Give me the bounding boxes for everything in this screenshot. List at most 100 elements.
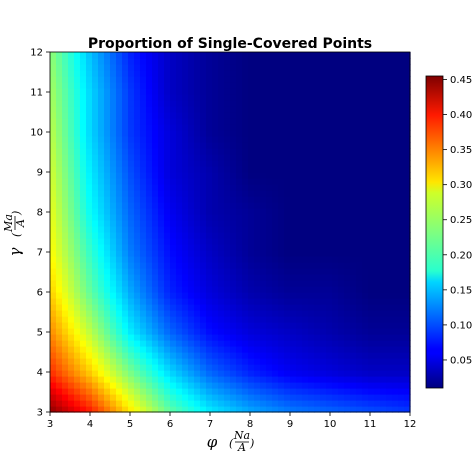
heatmap-cell <box>74 52 81 59</box>
heatmap-cell <box>314 196 321 203</box>
heatmap-cell <box>260 298 267 305</box>
heatmap-cell <box>170 52 177 59</box>
heatmap-cell <box>350 220 357 227</box>
heatmap-cell <box>362 94 369 101</box>
heatmap-cell <box>362 286 369 293</box>
heatmap-cell <box>224 82 231 89</box>
heatmap-cell <box>62 208 69 215</box>
heatmap-cell <box>62 232 69 239</box>
heatmap-cell <box>200 250 207 257</box>
heatmap-cell <box>98 232 105 239</box>
heatmap-cell <box>362 142 369 149</box>
heatmap-cell <box>182 310 189 317</box>
heatmap-cell <box>386 184 393 191</box>
heatmap-cell <box>248 58 255 65</box>
heatmap-cell <box>260 52 267 59</box>
heatmap-cell <box>254 112 261 119</box>
heatmap-cell <box>194 166 201 173</box>
heatmap-cell <box>284 268 291 275</box>
heatmap-cell <box>134 214 141 221</box>
heatmap-cell <box>164 166 171 173</box>
heatmap-cell <box>116 82 123 89</box>
heatmap-cell <box>200 52 207 59</box>
heatmap-cell <box>344 160 351 167</box>
heatmap-cell <box>326 148 333 155</box>
heatmap-cell <box>80 400 87 407</box>
heatmap-cell <box>158 268 165 275</box>
heatmap-cell <box>290 214 297 221</box>
heatmap-cell <box>152 130 159 137</box>
heatmap-cell <box>278 82 285 89</box>
heatmap-cell <box>80 406 87 413</box>
heatmap-cell <box>200 196 207 203</box>
heatmap-cell <box>62 334 69 341</box>
heatmap-cell <box>188 136 195 143</box>
heatmap-cell <box>278 334 285 341</box>
heatmap-cell <box>326 238 333 245</box>
heatmap-cell <box>170 208 177 215</box>
heatmap-cell <box>98 196 105 203</box>
heatmap-cell <box>86 262 93 269</box>
heatmap-cell <box>188 400 195 407</box>
heatmap-cell <box>140 142 147 149</box>
heatmap-cell <box>296 94 303 101</box>
heatmap-cell <box>206 142 213 149</box>
heatmap-cell <box>230 160 237 167</box>
heatmap-cell <box>254 100 261 107</box>
heatmap-cell <box>290 178 297 185</box>
heatmap-cell <box>170 76 177 83</box>
heatmap-cell <box>134 196 141 203</box>
heatmap-cell <box>386 298 393 305</box>
heatmap-cell <box>164 214 171 221</box>
heatmap-cell <box>236 82 243 89</box>
heatmap-cell <box>206 340 213 347</box>
heatmap-cell <box>230 394 237 401</box>
heatmap-cell <box>116 184 123 191</box>
heatmap-cell <box>98 238 105 245</box>
heatmap-cell <box>62 382 69 389</box>
heatmap-cell <box>398 208 405 215</box>
heatmap-cell <box>230 382 237 389</box>
heatmap-cell <box>386 106 393 113</box>
heatmap-cell <box>344 112 351 119</box>
heatmap-cell <box>272 370 279 377</box>
heatmap-cell <box>236 388 243 395</box>
heatmap-cell <box>194 178 201 185</box>
heatmap-cell <box>62 388 69 395</box>
heatmap-cell <box>356 148 363 155</box>
heatmap-cell <box>236 214 243 221</box>
heatmap-cell <box>152 328 159 335</box>
heatmap-cell <box>80 214 87 221</box>
heatmap-cell <box>242 154 249 161</box>
heatmap-cell <box>308 316 315 323</box>
heatmap-cell <box>302 364 309 371</box>
heatmap-cell <box>362 280 369 287</box>
heatmap-cell <box>134 208 141 215</box>
heatmap-cell <box>320 118 327 125</box>
heatmap-cell <box>182 208 189 215</box>
heatmap-cell <box>116 202 123 209</box>
heatmap-cell <box>104 346 111 353</box>
heatmap-cell <box>404 406 411 413</box>
heatmap-cell <box>266 394 273 401</box>
heatmap-cell <box>146 76 153 83</box>
heatmap-cell <box>194 184 201 191</box>
heatmap-cell <box>404 340 411 347</box>
heatmap-cell <box>50 262 57 269</box>
heatmap-cell <box>362 64 369 71</box>
heatmap-cell <box>338 220 345 227</box>
heatmap-cell <box>254 334 261 341</box>
heatmap-cell <box>326 154 333 161</box>
heatmap-cell <box>176 64 183 71</box>
heatmap-cell <box>230 316 237 323</box>
heatmap-cell <box>404 142 411 149</box>
heatmap-cell <box>296 214 303 221</box>
heatmap-cell <box>248 226 255 233</box>
heatmap-cell <box>188 376 195 383</box>
heatmap-cell <box>398 352 405 359</box>
heatmap-cell <box>194 106 201 113</box>
heatmap-cell <box>314 70 321 77</box>
heatmap-cell <box>62 394 69 401</box>
heatmap-cell <box>308 262 315 269</box>
heatmap-cell <box>170 58 177 65</box>
